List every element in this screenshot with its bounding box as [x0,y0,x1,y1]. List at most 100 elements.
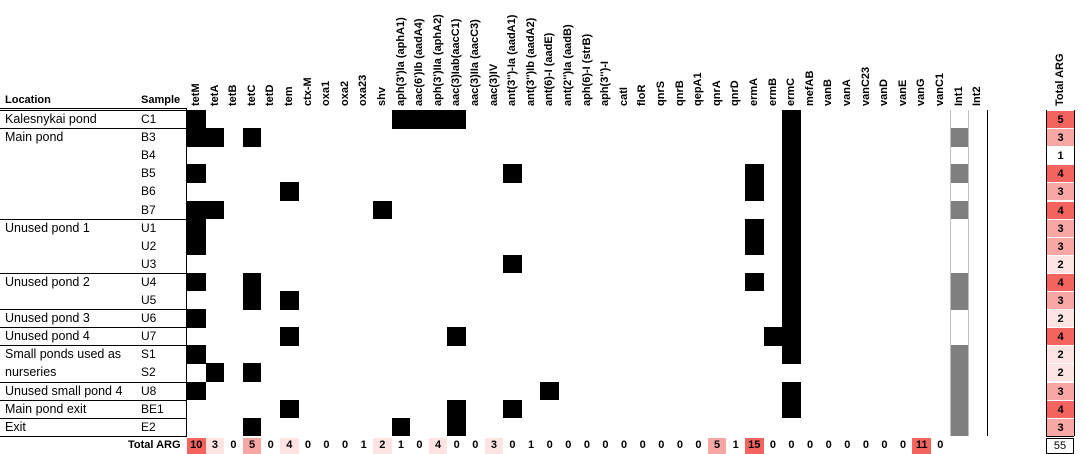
gene-header: aac(3)Iab(aacC1) [450,18,463,106]
gene-header: tetB [227,84,240,106]
location-group-rule [0,110,187,111]
location-label: Unused pond 1 [5,220,90,235]
gene-header: oxa2 [338,80,351,106]
presence-cell [242,417,262,437]
sample-label: B5 [141,166,156,181]
presence-cell [187,218,206,238]
gene-header: aph(3'')-I [599,61,612,106]
int1-cell [950,345,969,364]
gene-header: tem [283,86,295,106]
gene-header: vanG [915,78,928,106]
gene-header: aac(3)IV [487,63,500,106]
gene-header: catI [617,87,630,106]
gene-header: ermA [748,77,760,106]
sample-label: U1 [141,220,157,235]
grid-right-rule [986,110,988,436]
location-label: Unused pond 2 [5,274,90,289]
gene-header: vanA [841,79,853,106]
gene-header: qnrA [710,80,723,106]
column-total-cell: 0 [881,438,888,451]
gene-header: Int1 [952,86,965,106]
column-total-cell: 3 [205,437,225,454]
sample-label: S1 [141,347,156,362]
column-total-cell: 0 [453,438,460,451]
presence-cell [782,345,801,364]
column-total-cell: 0 [676,438,683,451]
location-header: Location [5,94,51,106]
row-total-cell: 1 [1047,146,1074,165]
int1-cell [950,363,969,382]
gene-header: ant(3'')-Ia (aadA1) [506,14,519,106]
column-total-cell: 1 [397,438,404,451]
presence-cell [205,128,225,147]
sample-label: S2 [141,365,156,380]
presence-cell [187,164,206,183]
row-total-cell: 4 [1047,272,1074,291]
int1-cell [950,128,969,147]
gene-header: tetD [264,84,277,106]
row-total-cell: 4 [1047,200,1074,219]
gene-header: aph(3')IIa (aphA2) [431,14,444,106]
row-total-cell: 3 [1047,182,1074,201]
gene-header: ant(2'')Ia (aadB) [562,24,574,106]
sample-label: U2 [141,238,157,253]
column-total-cell: 10 [187,437,206,454]
column-total-cell: 4 [280,437,299,454]
presence-cell [745,218,764,238]
sample-label: U3 [141,256,157,271]
sample-label: U4 [141,274,157,289]
presence-cell [782,272,801,292]
sample-label: B7 [141,202,156,217]
presence-cell [280,182,299,201]
sample-label: U6 [141,311,157,326]
int1-cell [950,164,969,183]
int1-cell [950,291,969,310]
column-total-cell: 1 [732,438,739,451]
location-label: Small ponds used as [5,347,122,362]
row-total-cell: 3 [1047,218,1074,237]
row-total-cell: 4 [1047,327,1074,346]
gene-header: tetA [208,84,221,106]
location-group-rule [0,218,187,220]
sample-label: U5 [141,293,157,307]
location-group-rule [0,309,187,311]
column-total-cell: 1 [360,438,367,451]
presence-cell [782,381,801,401]
gene-header: aph(6)-I (strB) [580,33,593,106]
sample-label: U7 [141,329,157,344]
column-total-cell: 0 [323,438,330,451]
location-label: nurseries [5,365,57,380]
presence-cell [782,164,801,183]
sample-label: B3 [141,130,156,145]
presence-cell [782,200,801,220]
total-col-bottom [1046,435,1074,437]
presence-cell [187,200,206,220]
row-total-cell: 3 [1047,381,1074,400]
column-total-cell: 0 [788,438,795,451]
presence-cell [540,381,559,401]
column-total-cell: 3 [484,437,504,454]
column-total-cell: 0 [342,438,349,451]
row-total-cell: 2 [1047,345,1074,364]
column-total-cell: 0 [621,438,628,451]
row-total-cell: 3 [1047,236,1074,255]
presence-cell [782,291,801,310]
row-total-cell: 2 [1047,309,1074,328]
column-total-cell: 0 [230,438,237,451]
presence-cell [428,110,448,129]
gene-header: ant(3'')Ib (aadA2) [524,17,537,106]
gene-header: qnrB [673,80,686,106]
gene-header: tetM [190,83,202,106]
gene-header: ctx-M [301,77,314,106]
location-label: Exit [5,419,26,434]
sample-label: C1 [141,112,157,126]
int1-cell [950,417,969,437]
column-total-cell: 0 [695,438,702,451]
location-group-rule [0,399,187,401]
column-total-cell: 5 [707,437,727,454]
gene-header: vanC23 [859,66,872,106]
presence-cell [763,327,783,346]
gene-header: qnrS [655,80,667,106]
presence-cell [447,399,466,419]
